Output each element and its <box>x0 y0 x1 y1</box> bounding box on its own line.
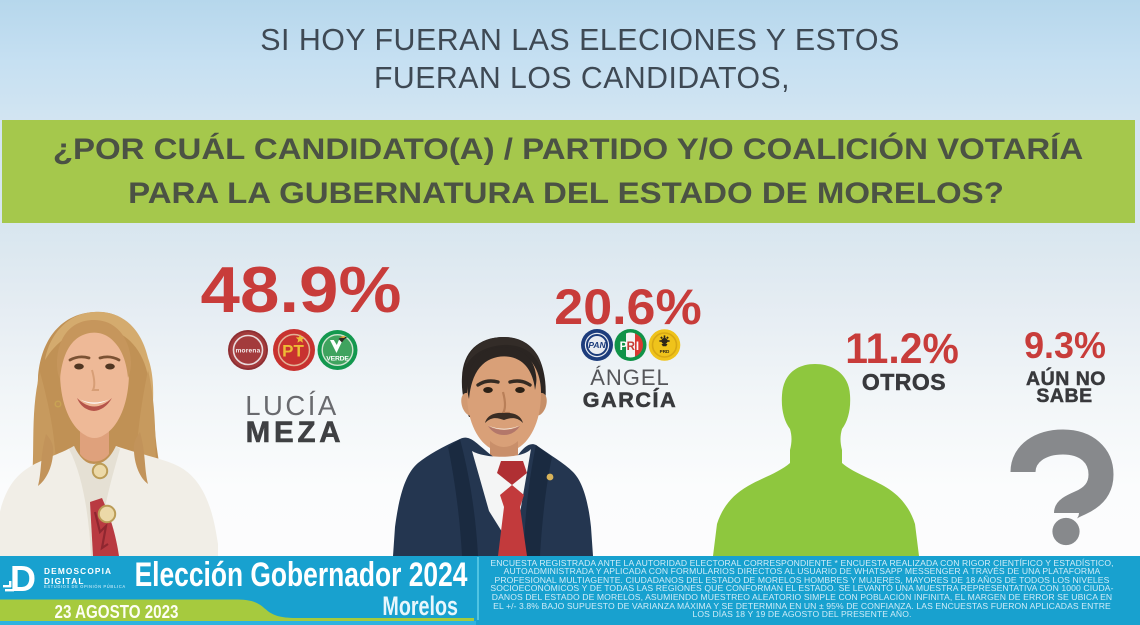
svg-text:VERDE: VERDE <box>326 356 349 363</box>
svg-text:P: P <box>620 341 628 353</box>
svg-text:PT: PT <box>282 342 304 361</box>
svg-text:PAN: PAN <box>588 340 606 350</box>
svg-text:D: D <box>10 558 36 599</box>
svg-text:I: I <box>636 341 639 353</box>
svg-text:R: R <box>627 341 636 353</box>
svg-text:morena: morena <box>235 348 260 355</box>
svg-text:PRD: PRD <box>660 349 670 354</box>
